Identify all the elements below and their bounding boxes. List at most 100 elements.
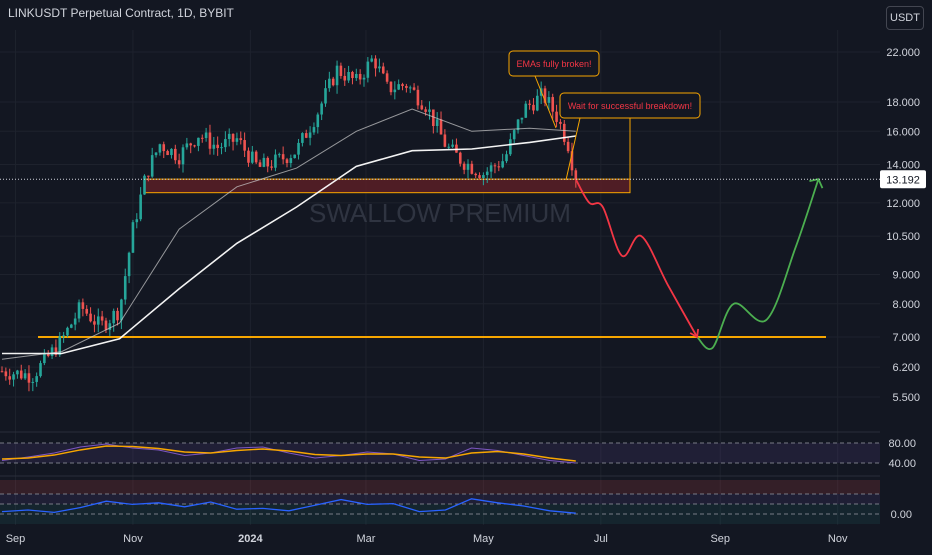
- candle-body: [170, 148, 173, 156]
- candle-body: [85, 308, 89, 314]
- y-tick-label: 6.200: [892, 362, 920, 374]
- candle-body: [235, 138, 239, 142]
- candle-body: [339, 65, 343, 76]
- candle-body: [93, 321, 96, 325]
- candle-body: [266, 157, 270, 167]
- candle-body: [447, 146, 451, 148]
- candle-body: [46, 352, 50, 356]
- candle-body: [528, 103, 531, 105]
- candle-body: [19, 370, 23, 379]
- candle-body: [89, 313, 92, 322]
- last-price-tag: 13.192: [0, 170, 926, 189]
- candle-body: [574, 170, 578, 180]
- x-tick-label: Jul: [594, 533, 608, 545]
- candle-body: [154, 152, 158, 156]
- candle-body: [224, 139, 227, 148]
- ema-fast-line: [2, 135, 576, 355]
- candle-body: [385, 73, 389, 82]
- x-tick-label: Nov: [828, 533, 848, 545]
- candle-body: [181, 147, 185, 165]
- candles: [0, 55, 578, 392]
- candle-body: [35, 376, 38, 382]
- currency-button[interactable]: USDT: [886, 6, 924, 30]
- annotation-text-emas: EMAs fully broken!: [516, 59, 591, 69]
- candle-body: [470, 163, 474, 174]
- candle-body: [185, 143, 189, 148]
- candle-body: [520, 117, 524, 120]
- candle-body: [351, 71, 354, 79]
- candle-body: [62, 335, 65, 337]
- candle-body: [416, 89, 420, 106]
- osc-upper-band: [0, 480, 880, 494]
- candle-body: [474, 173, 477, 176]
- candle-body: [104, 320, 108, 330]
- candle-body: [274, 154, 277, 168]
- annotation-text-breakdown: Wait for successful breakdown!: [568, 101, 692, 111]
- candle-body: [328, 78, 331, 89]
- candle-body: [212, 144, 216, 149]
- candle-body: [501, 161, 504, 168]
- y-tick-label: 14.000: [886, 159, 920, 171]
- candle-body: [50, 347, 54, 356]
- candle-body: [174, 148, 177, 161]
- candle-body: [227, 133, 231, 140]
- candle-body: [193, 145, 196, 147]
- candle-body: [204, 132, 208, 139]
- candle-body: [158, 144, 162, 153]
- candle-body: [370, 58, 374, 62]
- rsi-pane: 80.00 40.00: [0, 431, 916, 470]
- candle-body: [451, 144, 454, 147]
- candle-body: [243, 140, 246, 151]
- candle-body: [143, 175, 146, 195]
- y-tick-label: 8.000: [892, 299, 920, 311]
- candle-body: [39, 363, 42, 377]
- candle-body: [197, 137, 200, 146]
- candle-body: [127, 252, 131, 277]
- candle-body: [308, 132, 312, 138]
- candle-body: [358, 73, 362, 80]
- candle-body: [66, 327, 69, 336]
- candle-body: [216, 144, 219, 149]
- candle-body: [247, 150, 250, 163]
- candle-body: [562, 123, 566, 142]
- x-tick-label: Nov: [123, 533, 143, 545]
- candle-body: [8, 376, 12, 380]
- candle-body: [231, 133, 235, 142]
- candle-body: [304, 133, 308, 138]
- x-tick-label: Mar: [356, 533, 375, 545]
- grid: [0, 30, 880, 525]
- candle-body: [335, 65, 339, 86]
- y-tick-label: 16.000: [886, 126, 920, 138]
- candle-body: [389, 81, 393, 93]
- candle-body: [381, 66, 385, 74]
- annotation-pointer-left: [565, 117, 581, 181]
- last-price-tag-bg: [880, 170, 926, 189]
- candle-body: [555, 111, 558, 122]
- candle-body: [31, 381, 35, 383]
- candle-body: [331, 78, 335, 86]
- candle-body: [23, 373, 27, 379]
- candle-body: [378, 66, 381, 69]
- candle-body: [254, 151, 258, 163]
- x-tick-label: 2024: [238, 533, 263, 545]
- price-axis: 22.000 18.000 16.000 14.000 12.000 10.500 9.00…: [880, 0, 932, 550]
- candle-body: [147, 175, 150, 177]
- oscillator-pane: 0.00: [0, 475, 912, 524]
- x-tick-label: Sep: [6, 533, 26, 545]
- candle-body: [200, 137, 204, 139]
- x-tick-label: Sep: [710, 533, 730, 545]
- candle-body: [301, 133, 304, 143]
- candle-body: [532, 104, 535, 111]
- forecast-down-arrowhead: [689, 328, 700, 339]
- candle-body: [458, 152, 462, 164]
- candle-body: [432, 109, 435, 127]
- forecast-up-path: [696, 178, 820, 350]
- annotations: EMAs fully broken! Wait for successful br…: [508, 50, 701, 181]
- y-tick-label: 5.500: [892, 392, 920, 404]
- candle-body: [324, 88, 327, 104]
- candle-body: [0, 371, 4, 373]
- candle-body: [543, 88, 547, 103]
- candle-body: [516, 119, 520, 131]
- candle-body: [559, 121, 562, 124]
